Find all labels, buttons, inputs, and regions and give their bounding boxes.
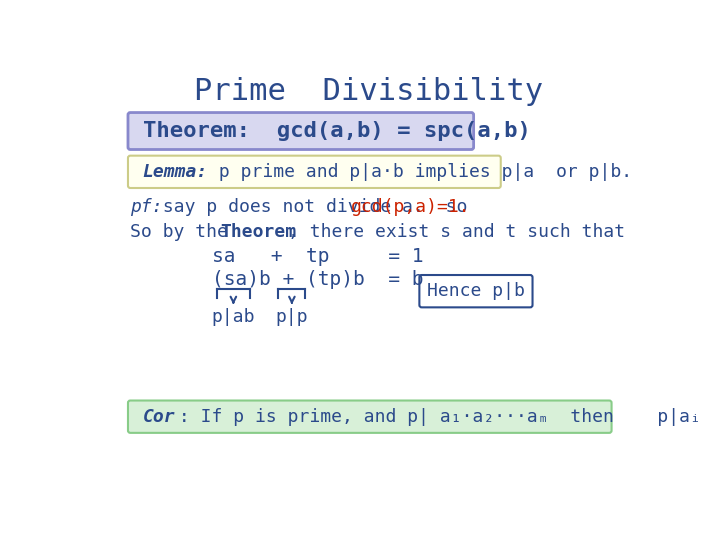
Text: pf:: pf:	[130, 198, 163, 216]
Text: (sa)b + (tp)b  = b: (sa)b + (tp)b = b	[212, 270, 424, 289]
Text: Cor: Cor	[143, 408, 176, 426]
Text: p prime and p|a·b implies p|a  or p|b.: p prime and p|a·b implies p|a or p|b.	[208, 163, 632, 181]
FancyBboxPatch shape	[128, 156, 500, 188]
Text: Theorem: Theorem	[220, 223, 297, 241]
FancyBboxPatch shape	[128, 401, 611, 433]
Text: Lemma:: Lemma:	[143, 163, 208, 181]
Text: So by the: So by the	[130, 223, 239, 241]
Text: Hence p|b: Hence p|b	[427, 282, 525, 300]
FancyBboxPatch shape	[128, 112, 474, 150]
Text: Prime  Divisibility: Prime Divisibility	[194, 77, 544, 106]
Text: Theorem:  gcd(a,b) = spc(a,b): Theorem: gcd(a,b) = spc(a,b)	[143, 121, 531, 141]
Text: : If p is prime, and p| a₁·a₂···aₘ  then    p|aᵢ    for some i.: : If p is prime, and p| a₁·a₂···aₘ then …	[168, 408, 720, 426]
Text: p|p: p|p	[276, 308, 308, 326]
Text: say p does not divide a.  so: say p does not divide a. so	[152, 198, 478, 216]
Text: p|ab: p|ab	[212, 308, 255, 326]
Text: gcd(p,a)=1.: gcd(p,a)=1.	[351, 198, 471, 216]
Text: sa   +  tp     = 1: sa + tp = 1	[212, 247, 424, 266]
FancyBboxPatch shape	[419, 275, 533, 307]
Text: , there exist s and t such that: , there exist s and t such that	[289, 223, 626, 241]
